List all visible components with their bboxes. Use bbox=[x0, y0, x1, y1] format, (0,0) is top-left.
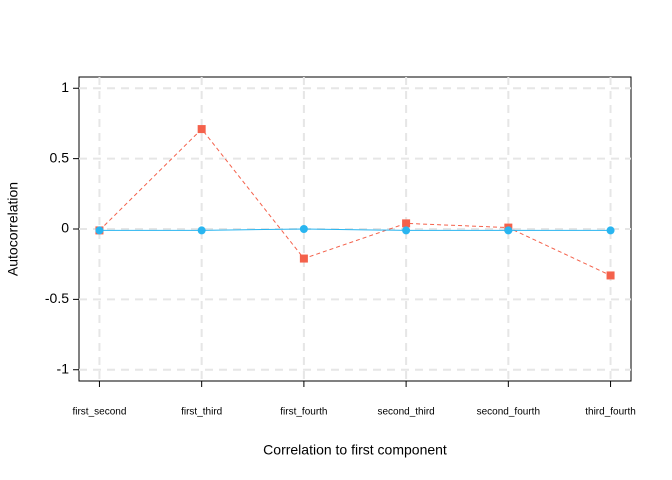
series-line bbox=[99, 228, 611, 231]
y-tick-label: -0.5 bbox=[45, 290, 69, 306]
marker bbox=[606, 226, 615, 235]
x-tick-label: first_third bbox=[181, 407, 222, 418]
y-axis-label: Autocorrelation bbox=[5, 182, 21, 276]
x-tick-label: first_second bbox=[72, 407, 126, 418]
x-axis-label: Correlation to first component bbox=[263, 442, 447, 458]
x-tick-label: second_fourth bbox=[477, 407, 540, 418]
y-tick-label: 0.5 bbox=[50, 149, 70, 165]
y-tick-label: 1 bbox=[61, 79, 69, 95]
y-tick-label: -1 bbox=[57, 360, 70, 376]
marker bbox=[197, 125, 206, 134]
marker bbox=[95, 226, 104, 235]
marker bbox=[299, 254, 308, 263]
x-tick-label: first_fourth bbox=[280, 407, 327, 418]
series-line bbox=[99, 128, 611, 276]
marker bbox=[504, 226, 513, 235]
x-tick-label: third_fourth bbox=[585, 407, 636, 418]
y-tick-label: 0 bbox=[61, 220, 69, 236]
marker bbox=[402, 219, 411, 228]
marker bbox=[606, 271, 615, 280]
x-tick-label: second_third bbox=[377, 407, 434, 418]
marker bbox=[402, 226, 411, 235]
marker bbox=[197, 226, 206, 235]
marker bbox=[299, 225, 308, 233]
